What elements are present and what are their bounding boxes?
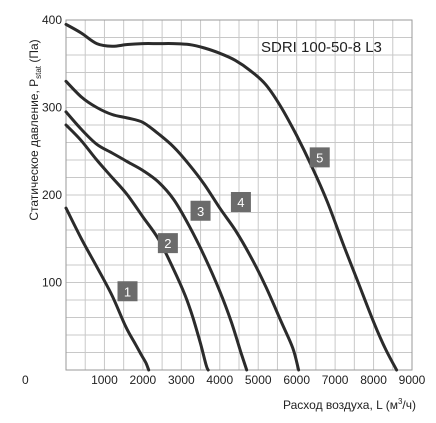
y-tick-label: 200 (42, 188, 62, 202)
y-tick-label: 400 (42, 13, 62, 27)
chart-title: SDRI 100-50-8 L3 (261, 39, 382, 56)
series-label-box-5 (309, 147, 330, 168)
y-axis-title-main: Статическое давление, P (27, 79, 41, 221)
y-axis-title-unit: (Па) (27, 39, 41, 66)
plot-frame (65, 19, 413, 371)
series-labels: 1 2 3 4 5 (117, 147, 330, 302)
y-tick-label: 100 (42, 276, 62, 290)
x-tick-label: 5000 (245, 373, 272, 387)
series-label-5: 5 (316, 150, 323, 165)
series-curve-4 (64, 79, 301, 372)
series-label-4: 4 (237, 195, 244, 210)
series-label-box-2 (157, 233, 178, 254)
series-curve-5 (64, 22, 399, 372)
grid (65, 19, 413, 371)
series-label-1: 1 (124, 284, 131, 299)
x-tick-label: 7000 (322, 373, 349, 387)
x-axis-title: Расход воздуха, L (м3/ч) (283, 397, 416, 412)
series-label-box-4 (230, 192, 251, 212)
x-tick-label: 4000 (206, 373, 233, 387)
y-tick-label: 300 (42, 101, 62, 115)
x-tick-label: 6000 (283, 373, 310, 387)
x-axis-title-main: Расход воздуха, L (м (283, 398, 398, 412)
x-tick-label: 8000 (360, 373, 387, 387)
x-axis-title-sup: 3 (398, 397, 403, 406)
axis-ticks: 0 1000 2000 3000 4000 5000 6000 7000 8000 9000 100… (22, 13, 426, 387)
x-tick-label: 3000 (168, 373, 195, 387)
series-curve-1 (64, 206, 151, 372)
y-axis-title-sub: stat (34, 65, 43, 79)
series-curve-3 (64, 110, 249, 372)
y-axis-title: Статическое давление, Pstat (Па) (27, 39, 43, 220)
series-label-3: 3 (197, 204, 204, 219)
x-tick-label: 1000 (91, 373, 118, 387)
series-label-box-1 (117, 281, 138, 302)
series-label-2: 2 (164, 236, 171, 251)
x-tick-label: 2000 (130, 373, 157, 387)
x-axis-title-end: /ч) (402, 398, 416, 412)
series-label-box-3 (190, 200, 211, 221)
x-tick-label: 9000 (399, 373, 426, 387)
x-tick-label: 0 (22, 373, 29, 387)
